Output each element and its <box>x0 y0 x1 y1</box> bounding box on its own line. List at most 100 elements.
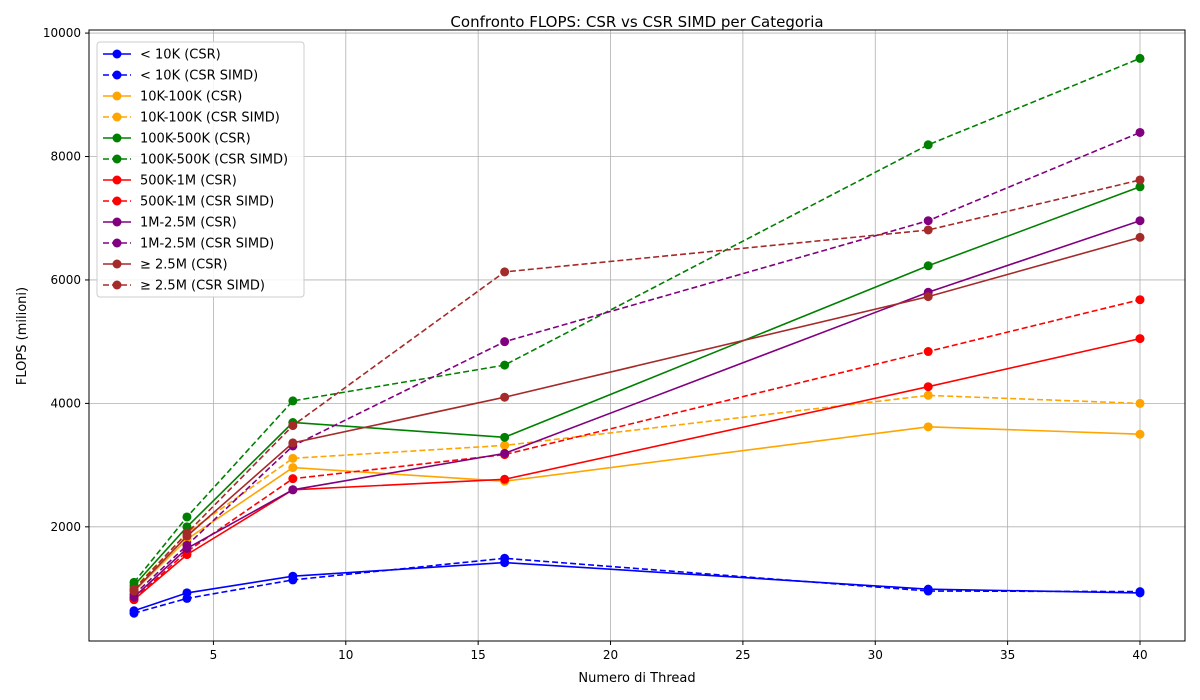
legend-marker <box>112 49 122 59</box>
series-0 <box>129 558 1145 616</box>
y-tick-label: 6000 <box>50 273 81 287</box>
legend-marker <box>112 175 122 185</box>
data-point <box>923 422 933 432</box>
legend-marker <box>112 154 122 164</box>
legend-item: 100K-500K (CSR SIMD) <box>103 153 288 168</box>
legend-item: 10K-100K (CSR SIMD) <box>103 111 280 126</box>
legend-marker <box>112 91 122 101</box>
series-line <box>133 425 1141 593</box>
x-tick-label: 25 <box>735 648 750 662</box>
legend-label: 500K-1M (CSR) <box>140 174 237 189</box>
data-point <box>1135 182 1145 192</box>
x-tick-label: 35 <box>1000 648 1015 662</box>
legend-item: 1M-2.5M (CSR) <box>103 216 237 231</box>
axis-ticks: 5 10 15 20 25 30 35 40 2000 4000 6000 8000 10000 <box>43 26 1148 662</box>
y-tick-label: 8000 <box>50 150 81 164</box>
data-point <box>182 593 192 603</box>
legend-item: 500K-1M (CSR) <box>103 174 237 189</box>
data-point <box>1135 295 1145 305</box>
data-point <box>288 438 298 448</box>
data-point <box>923 292 933 302</box>
series-line <box>133 219 1141 598</box>
legend: < 10K (CSR) < 10K (CSR SIMD) 10K-100K (CSR… <box>96 41 305 298</box>
data-point <box>1135 127 1145 137</box>
data-point <box>182 540 192 550</box>
data-point <box>129 584 139 594</box>
legend-label: ≥ 2.5M (CSR SIMD) <box>140 279 265 294</box>
data-point <box>1135 53 1145 63</box>
plot-frame <box>88 29 1186 642</box>
data-point <box>500 267 510 277</box>
data-point <box>500 392 510 402</box>
series-11 <box>129 175 1145 594</box>
data-point <box>288 485 298 495</box>
legend-item: 500K-1M (CSR SIMD) <box>103 195 274 210</box>
legend-marker <box>112 259 122 269</box>
x-tick-label: 40 <box>1132 648 1147 662</box>
data-point <box>129 608 139 618</box>
legend-label: 100K-500K (CSR SIMD) <box>140 153 288 168</box>
data-point <box>500 474 510 484</box>
data-point <box>1135 175 1145 185</box>
data-point <box>500 553 510 563</box>
series-line <box>133 236 1141 592</box>
y-axis-label: FLOPS (milioni) <box>15 287 30 385</box>
legend-item: 100K-500K (CSR) <box>103 132 251 147</box>
data-point <box>923 216 933 226</box>
legend-marker <box>112 133 122 143</box>
data-point <box>288 575 298 585</box>
data-point <box>182 512 192 522</box>
data-point <box>1135 398 1145 408</box>
data-point <box>500 360 510 370</box>
data-point <box>1135 334 1145 344</box>
legend-label: 10K-100K (CSR SIMD) <box>140 111 280 126</box>
legend-item: 10K-100K (CSR) <box>103 90 242 105</box>
data-point <box>923 225 933 235</box>
legend-marker <box>112 70 122 80</box>
data-point <box>182 522 192 532</box>
legend-marker <box>112 238 122 248</box>
legend-label: 500K-1M (CSR SIMD) <box>140 195 274 210</box>
legend-label: 10K-100K (CSR) <box>140 90 242 105</box>
legend-label: < 10K (CSR SIMD) <box>140 69 258 84</box>
series-line <box>133 557 1141 614</box>
series-3 <box>129 390 1145 594</box>
legend-label: ≥ 2.5M (CSR) <box>140 258 228 273</box>
legend-marker <box>112 280 122 290</box>
x-tick-label: 15 <box>471 648 486 662</box>
x-tick-label: 20 <box>603 648 618 662</box>
series-5 <box>129 53 1145 587</box>
data-point <box>1135 429 1145 439</box>
legend-item: 1M-2.5M (CSR SIMD) <box>103 237 274 252</box>
data-point <box>1135 587 1145 597</box>
legend-label: < 10K (CSR) <box>140 48 221 63</box>
data-point <box>923 382 933 392</box>
x-axis-label: Numero di Thread <box>578 671 695 686</box>
data-point <box>1135 232 1145 242</box>
data-point <box>923 390 933 400</box>
data-point <box>923 261 933 271</box>
x-tick-label: 30 <box>868 648 883 662</box>
y-tick-label: 2000 <box>50 520 81 534</box>
series-2 <box>129 422 1145 597</box>
data-point <box>288 474 298 484</box>
data-point <box>288 463 298 473</box>
data-point <box>129 577 139 587</box>
x-tick-label: 5 <box>210 648 218 662</box>
x-tick-label: 10 <box>338 648 353 662</box>
series-line <box>133 337 1141 601</box>
data-point <box>1135 216 1145 226</box>
data-point <box>923 347 933 357</box>
data-point <box>500 432 510 442</box>
series-lines <box>129 53 1145 618</box>
data-point <box>182 528 192 538</box>
legend-label: 1M-2.5M (CSR) <box>140 216 237 231</box>
legend-item: < 10K (CSR) <box>103 48 221 63</box>
series-line <box>133 186 1141 587</box>
legend-label: 100K-500K (CSR) <box>140 132 251 147</box>
series-line <box>133 131 1141 596</box>
data-point <box>500 448 510 458</box>
series-line <box>133 394 1141 590</box>
data-point <box>288 421 298 431</box>
